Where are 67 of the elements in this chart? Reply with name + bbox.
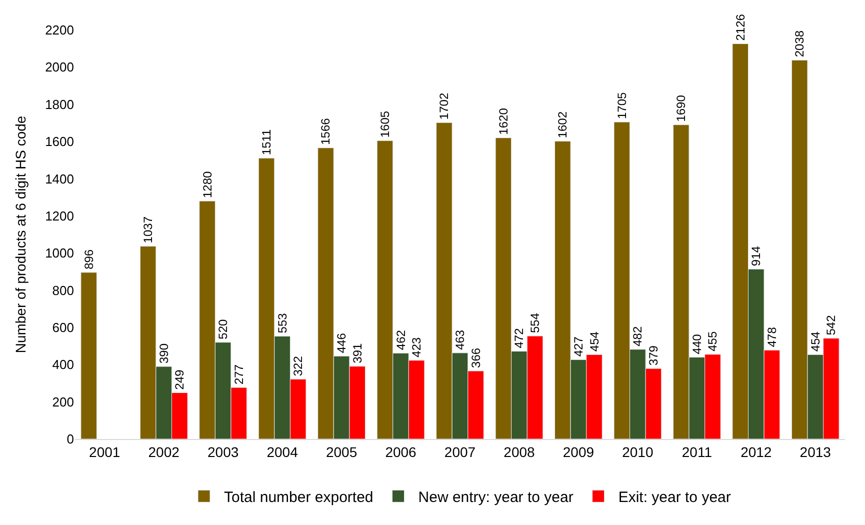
data-label: 478 <box>764 326 779 348</box>
data-label: 463 <box>453 330 467 350</box>
x-tick-label: 2013 <box>800 444 832 460</box>
data-label: 427 <box>571 336 586 357</box>
y-tick-label: 2000 <box>45 60 74 75</box>
data-label: 1037 <box>141 216 156 244</box>
data-label: 249 <box>172 369 187 390</box>
data-label: 472 <box>512 328 526 348</box>
data-label: 454 <box>587 331 602 352</box>
data-label: 1690 <box>674 94 688 122</box>
y-tick-label: 1000 <box>45 246 74 261</box>
legend-label: Total number exported <box>224 489 374 506</box>
x-tick-label: 2009 <box>562 444 594 460</box>
x-tick-label: 2005 <box>326 444 358 460</box>
legend-label: Exit: year to year <box>618 489 731 506</box>
data-label: 379 <box>646 345 660 366</box>
data-label: 2126 <box>733 14 748 41</box>
x-tick-label: 2010 <box>622 444 654 460</box>
data-label: 454 <box>808 331 822 352</box>
data-label: 1620 <box>496 108 510 135</box>
data-label: 1605 <box>378 110 392 138</box>
y-tick-label: 200 <box>52 394 74 410</box>
data-label: 554 <box>528 312 542 334</box>
data-label: 1602 <box>556 111 570 138</box>
y-tick-label: 800 <box>52 282 74 298</box>
x-tick-label: 2012 <box>740 444 772 460</box>
data-label: 482 <box>630 326 645 346</box>
bar <box>80 272 97 439</box>
data-label: 455 <box>706 331 720 352</box>
x-tick-label: 2001 <box>89 444 120 460</box>
data-label: 520 <box>216 318 230 340</box>
data-label: 896 <box>82 249 96 270</box>
y-axis-title: Number of products at 6 digit HS code <box>12 116 29 354</box>
y-tick-label: 1400 <box>45 171 74 186</box>
x-tick-label: 2002 <box>148 444 180 460</box>
data-label: 1702 <box>437 92 452 120</box>
data-label: 277 <box>232 364 246 384</box>
data-label: 1566 <box>318 118 333 145</box>
data-label: 1705 <box>614 92 629 120</box>
y-tick-label: 400 <box>52 357 74 372</box>
data-label: 1511 <box>260 128 274 156</box>
x-tick-label: 2007 <box>444 444 476 460</box>
data-label: 391 <box>350 342 364 364</box>
y-tick-label: 0 <box>66 432 74 447</box>
y-tick-label: 1800 <box>45 96 74 112</box>
data-label: 390 <box>156 343 171 364</box>
data-label: 542 <box>824 314 838 336</box>
legend-label: New entry: year to year <box>418 489 574 506</box>
x-tick-label: 2004 <box>266 444 298 460</box>
data-label: 440 <box>690 334 704 354</box>
y-tick-label: 2200 <box>45 22 74 38</box>
data-label: 914 <box>749 246 764 266</box>
data-label: 462 <box>394 330 408 350</box>
data-label: 366 <box>468 348 483 368</box>
data-label: 446 <box>334 332 349 354</box>
data-label: 553 <box>275 312 290 334</box>
data-label: 423 <box>410 337 424 358</box>
x-tick-label: 2011 <box>682 444 712 460</box>
data-label: 322 <box>291 356 306 376</box>
y-tick-label: 1200 <box>45 208 74 224</box>
y-tick-label: 600 <box>52 320 74 335</box>
x-tick-label: 2008 <box>504 444 536 460</box>
data-label: 1280 <box>200 171 214 198</box>
y-tick-label: 1600 <box>45 134 74 150</box>
x-tick-label: 2003 <box>208 444 239 460</box>
x-tick-label: 2006 <box>385 444 417 460</box>
data-label: 2038 <box>792 30 807 58</box>
